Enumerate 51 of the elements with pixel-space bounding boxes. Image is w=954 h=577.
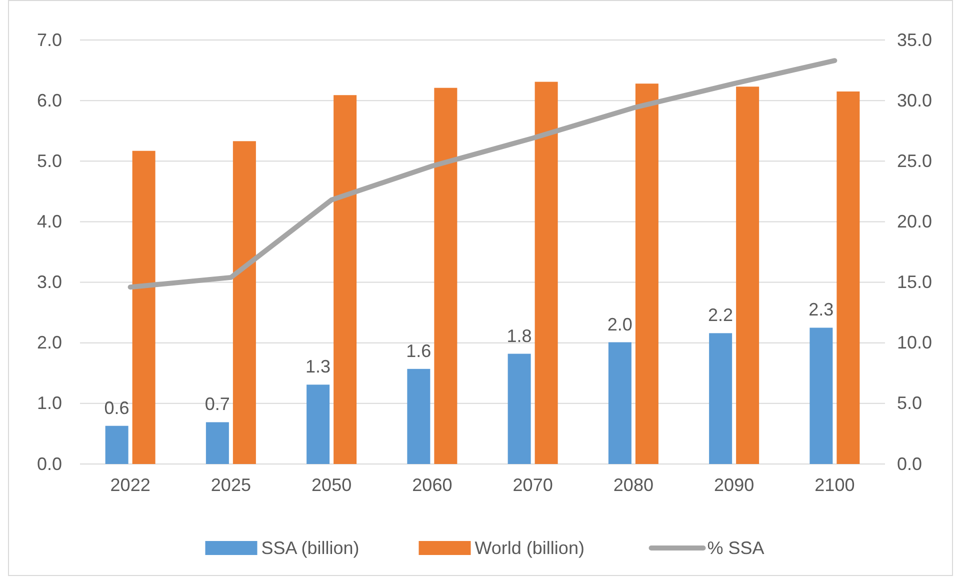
bar <box>810 328 833 464</box>
y2-tick-label: 5.0 <box>897 393 922 414</box>
data-label: 0.7 <box>204 394 230 414</box>
data-label: 2.0 <box>607 314 632 334</box>
y-tick-label: 2.0 <box>36 332 62 353</box>
data-label: 0.6 <box>104 398 130 418</box>
y2-tick-label: 35.0 <box>897 30 932 50</box>
y-tick-label: 4.0 <box>36 211 62 232</box>
bar <box>608 342 632 464</box>
bar <box>709 333 732 464</box>
x-tick-label: 2025 <box>210 474 251 495</box>
bar <box>635 84 658 464</box>
x-tick-label: 2060 <box>412 474 452 495</box>
bar <box>534 82 558 464</box>
y-tick-label: 1.0 <box>36 393 62 414</box>
bar <box>206 422 229 464</box>
y-tick-label: 6.0 <box>36 90 62 110</box>
data-label: 1.6 <box>406 340 432 361</box>
y-tick-label: 7.0 <box>36 30 62 50</box>
legend-label: World (billion) <box>474 538 584 558</box>
x-tick-label: 2090 <box>714 474 754 495</box>
legend-label: SSA (billion) <box>261 538 360 558</box>
legend-label: % SSA <box>707 538 764 558</box>
y2-tick-label: 25.0 <box>897 150 932 171</box>
bar <box>508 354 531 464</box>
bar <box>132 150 156 464</box>
x-tick-label: 2100 <box>814 474 855 495</box>
y-tick-label: 0.0 <box>36 454 62 474</box>
data-label: 2.2 <box>708 305 734 326</box>
x-tick-label: 2050 <box>312 474 352 495</box>
x-tick-label: 2070 <box>512 474 553 495</box>
x-tick-label: 2080 <box>613 474 654 495</box>
bar <box>407 368 430 464</box>
x-tick-label: 2022 <box>110 474 150 495</box>
bar <box>836 91 860 464</box>
y2-tick-label: 20.0 <box>897 211 932 232</box>
bar <box>736 86 760 464</box>
bar <box>105 426 128 464</box>
y-tick-label: 5.0 <box>36 150 62 171</box>
data-label: 1.3 <box>306 356 331 377</box>
y2-tick-label: 10.0 <box>897 332 932 353</box>
data-label: 2.3 <box>808 300 834 320</box>
bar <box>334 95 357 464</box>
y2-tick-label: 30.0 <box>897 90 932 110</box>
bar <box>306 384 330 464</box>
data-label: 1.8 <box>506 326 532 346</box>
bar <box>232 141 256 464</box>
y-tick-label: 3.0 <box>36 272 62 292</box>
y2-tick-label: 15.0 <box>897 272 932 292</box>
y2-tick-label: 0.0 <box>897 454 922 474</box>
bar <box>434 88 458 464</box>
